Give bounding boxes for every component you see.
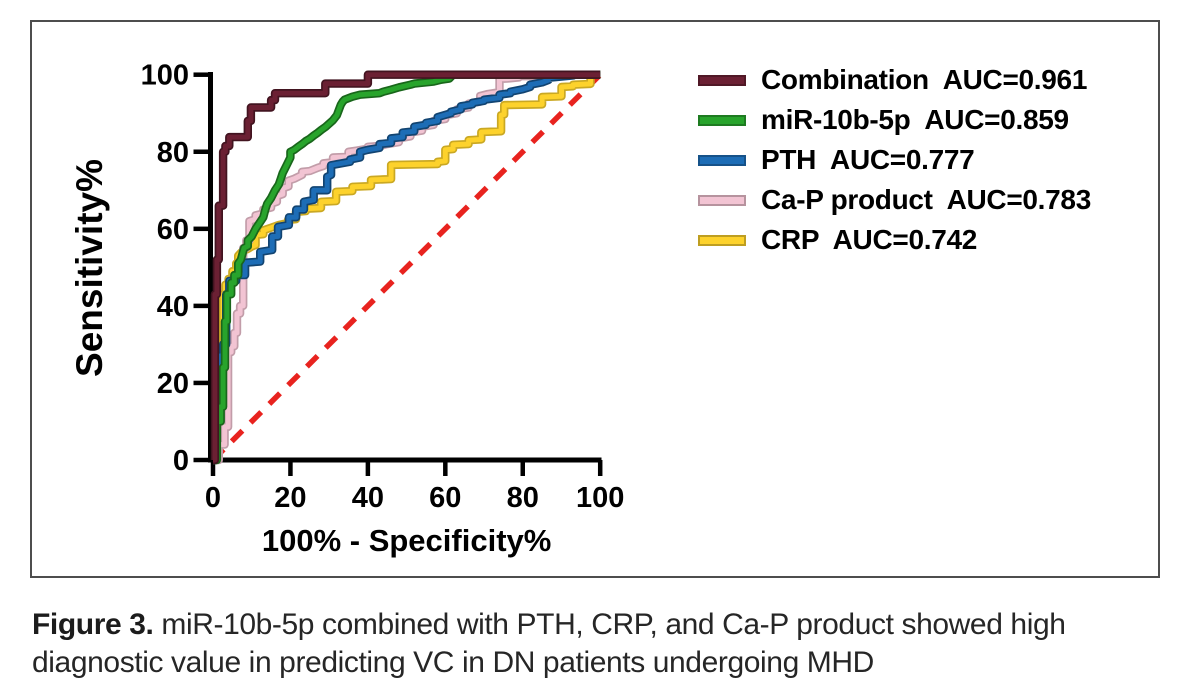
legend-swatch-mir-10b-5p <box>698 114 746 126</box>
legend-label-combination: Combination AUC=0.961 <box>761 64 1088 95</box>
legend-swatch-combination <box>698 74 746 86</box>
figure-caption-line1: Figure 3. miR-10b-5p combined with PTH, … <box>32 606 1182 644</box>
x-tick-label: 20 <box>274 482 306 514</box>
legend-label-mir-10b-5p: miR-10b-5p AUC=0.859 <box>761 104 1069 135</box>
roc-curve-mir-10b-5p <box>213 72 601 463</box>
x-tick-label: 100 <box>576 482 624 514</box>
x-tick-label: 40 <box>352 482 384 514</box>
figure-caption-line2: diagnostic value in predicting VC in DN … <box>32 644 1182 682</box>
figure-caption-text1: miR-10b-5p combined with PTH, CRP, and C… <box>153 608 1066 641</box>
y-axis-title: Sensitivity% <box>69 159 110 377</box>
x-tick-label: 80 <box>507 482 539 514</box>
x-axis-title: 100% - Specificity% <box>262 523 551 558</box>
y-tick-label: 100 <box>141 60 189 92</box>
y-tick-label: 0 <box>173 445 189 477</box>
figure-caption-number: Figure 3. <box>32 608 154 641</box>
y-tick-label: 60 <box>157 214 189 246</box>
legend-label-ca-p-product: Ca-P product AUC=0.783 <box>761 184 1091 215</box>
legend-item-crp: CRP AUC=0.742 <box>698 224 1091 255</box>
legend-item-combination: Combination AUC=0.961 <box>698 64 1091 95</box>
legend-label-crp: CRP AUC=0.742 <box>761 224 978 255</box>
legend-swatch-pth <box>698 154 746 166</box>
figure-caption-text2: diagnostic value in predicting VC in DN … <box>32 646 874 679</box>
legend-item-ca-p-product: Ca-P product AUC=0.783 <box>698 184 1091 215</box>
y-tick-label: 40 <box>157 291 189 323</box>
x-tick-label: 0 <box>205 482 221 514</box>
roc-curve-combination <box>212 72 601 463</box>
legend-item-pth: PTH AUC=0.777 <box>698 144 1091 175</box>
x-tick-label: 60 <box>429 482 461 514</box>
figure-caption: Figure 3. miR-10b-5p combined with PTH, … <box>32 606 1182 682</box>
legend-swatch-crp <box>698 234 746 246</box>
legend-label-pth: PTH AUC=0.777 <box>761 144 975 175</box>
reference-diagonal-line <box>211 72 603 462</box>
y-tick-label: 80 <box>157 137 189 169</box>
chart-legend: Combination AUC=0.961 miR-10b-5p AUC=0.85… <box>698 64 1091 255</box>
legend-swatch-ca-p-product <box>698 194 746 206</box>
y-tick-label: 20 <box>157 368 189 400</box>
legend-item-mir-10b-5p: miR-10b-5p AUC=0.859 <box>698 104 1091 135</box>
